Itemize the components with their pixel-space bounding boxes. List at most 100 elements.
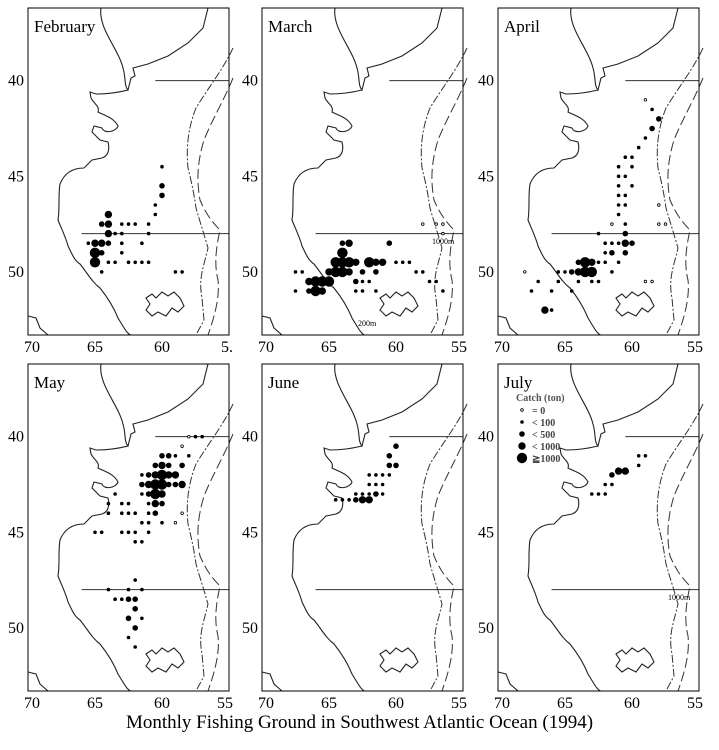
catch-point — [126, 635, 131, 640]
contour-label-1000m: 1000m — [432, 237, 455, 246]
contour-1000m — [197, 433, 234, 692]
catch-point — [386, 453, 393, 459]
catch-point — [91, 239, 99, 247]
catch-point — [120, 501, 124, 506]
catch-point — [596, 279, 601, 284]
map-panel-april: April 40 45 50 70 65 60 55 — [478, 7, 704, 356]
catch-point — [159, 453, 165, 459]
catch-point — [193, 434, 198, 439]
catch-point — [158, 461, 166, 470]
catch-point — [178, 480, 186, 489]
panel-month-label: March — [268, 17, 313, 36]
catch-point — [187, 454, 191, 458]
catch-point — [293, 289, 298, 293]
legend-entry-label: < 100 — [532, 418, 555, 429]
panel-frame — [261, 7, 464, 336]
legend-symbol — [520, 408, 524, 412]
catch-point — [132, 625, 138, 631]
catch-point — [126, 222, 131, 226]
y-tick-label: 45 — [8, 524, 24, 541]
catch-point — [576, 279, 581, 284]
legend-symbol — [516, 452, 528, 464]
catch-point — [140, 260, 144, 265]
catch-point — [159, 192, 165, 199]
catch-point — [387, 473, 392, 477]
catch-point — [649, 125, 655, 132]
catch-point — [393, 462, 399, 469]
catch-point — [623, 203, 628, 207]
catch-point — [330, 257, 341, 268]
catch-point — [132, 606, 138, 612]
y-tick-label: 50 — [478, 620, 494, 637]
catch-point — [132, 596, 138, 602]
x-tick-label: 70 — [24, 339, 40, 356]
x-tick-label: 60 — [154, 339, 170, 356]
catch-point — [563, 270, 567, 274]
catch-point — [180, 270, 184, 274]
map-panel-march: March 40 45 50 70 65 60 55 1000m 200m — [242, 7, 468, 356]
contour-200m — [656, 47, 704, 336]
x-tick-label: 70 — [494, 339, 510, 356]
catch-point — [140, 616, 144, 621]
catch-point — [173, 454, 178, 458]
catch-point — [434, 222, 438, 226]
catch-point — [180, 444, 184, 448]
catch-point — [610, 241, 614, 245]
catch-point — [380, 492, 385, 496]
catch-point — [146, 520, 151, 525]
catch-point — [354, 492, 358, 496]
catch-point — [293, 270, 298, 274]
catch-point — [386, 240, 393, 246]
catch-point — [146, 222, 151, 226]
falkland-islands — [145, 291, 185, 317]
panel-month-label: April — [504, 17, 540, 36]
catch-point — [325, 268, 333, 276]
catch-point — [360, 279, 365, 284]
catch-point — [140, 473, 144, 477]
catch-point — [152, 510, 159, 516]
catch-point — [373, 269, 379, 275]
panel-month-label: July — [504, 373, 533, 392]
catch-point — [126, 587, 131, 592]
catch-point — [89, 247, 101, 258]
legend-entry-label: = 0 — [532, 406, 545, 417]
catch-point — [106, 511, 111, 515]
catch-point — [603, 260, 607, 265]
catch-point — [125, 615, 132, 622]
coastline — [27, 363, 209, 692]
contour-200m — [186, 403, 234, 692]
catch-point — [125, 596, 132, 602]
catch-point — [104, 220, 113, 228]
catch-point — [616, 260, 621, 265]
legend-symbol — [519, 431, 525, 437]
catch-point — [657, 222, 661, 226]
catch-point — [636, 145, 641, 150]
catch-point — [643, 136, 648, 140]
catch-point — [150, 488, 161, 500]
catch-point — [89, 257, 101, 268]
legend-entry-label: ≧1000 — [532, 454, 560, 465]
catch-point — [616, 203, 621, 207]
catch-point — [339, 240, 346, 246]
x-tick-label: 70 — [24, 695, 40, 712]
contour-200m — [420, 403, 468, 692]
catch-point — [146, 231, 151, 236]
catch-point — [603, 492, 607, 496]
catch-point — [441, 231, 445, 236]
catch-point — [643, 279, 648, 284]
catch-point — [360, 492, 365, 496]
catch-point — [603, 482, 607, 487]
catch-point — [165, 453, 172, 459]
catch-point — [622, 250, 629, 256]
catch-point — [353, 497, 359, 503]
catch-point — [104, 229, 113, 238]
catch-point — [630, 164, 634, 169]
x-tick-label: 65 — [87, 339, 103, 356]
catch-point — [146, 530, 151, 535]
catch-point — [630, 184, 634, 188]
catch-point — [160, 520, 164, 525]
y-tick-label: 40 — [242, 429, 258, 446]
x-tick-label: 55 — [687, 695, 703, 712]
catch-point — [159, 500, 165, 507]
